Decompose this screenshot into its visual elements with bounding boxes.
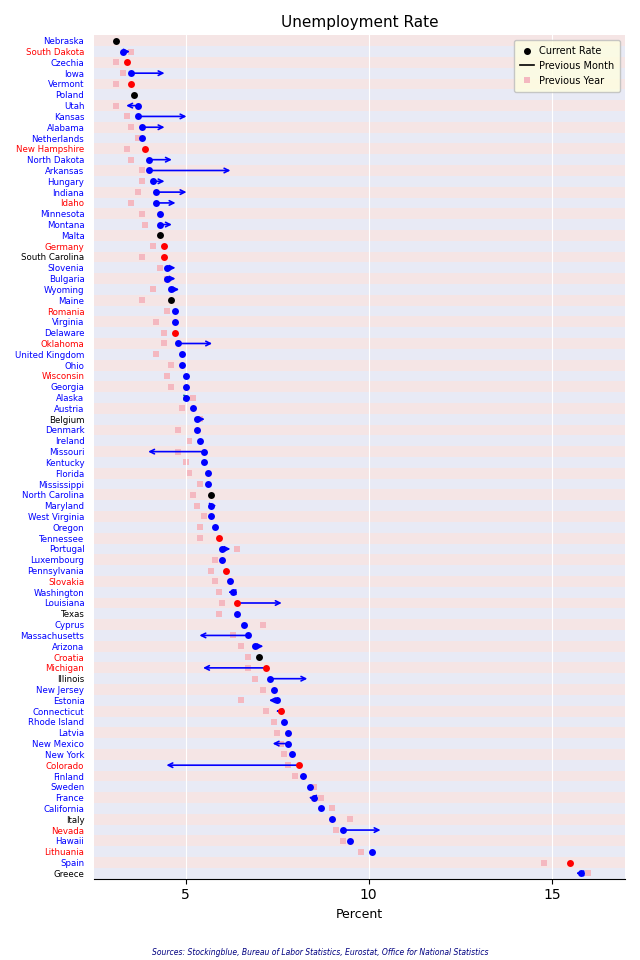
Bar: [94, 338, 625, 348]
Bar: [94, 348, 625, 360]
Bar: [94, 652, 625, 662]
Bar: [94, 511, 625, 522]
Bar: [94, 673, 625, 684]
Bar: [94, 143, 625, 155]
Bar: [94, 360, 625, 371]
Bar: [94, 392, 625, 403]
Bar: [94, 814, 625, 825]
Bar: [94, 111, 625, 122]
Bar: [94, 641, 625, 652]
Bar: [94, 262, 625, 274]
Bar: [94, 165, 625, 176]
Bar: [94, 716, 625, 728]
Bar: [94, 554, 625, 565]
Bar: [94, 543, 625, 554]
Bar: [94, 295, 625, 305]
Bar: [94, 327, 625, 338]
Bar: [94, 695, 625, 706]
Bar: [94, 533, 625, 543]
Bar: [94, 792, 625, 803]
Bar: [94, 597, 625, 609]
Bar: [94, 565, 625, 576]
Bar: [94, 825, 625, 835]
Bar: [94, 706, 625, 716]
Bar: [94, 230, 625, 241]
Bar: [94, 155, 625, 165]
Bar: [94, 36, 625, 46]
Legend: Current Rate, Previous Month, Previous Year: Current Rate, Previous Month, Previous Y…: [514, 40, 620, 91]
Bar: [94, 317, 625, 327]
Bar: [94, 79, 625, 89]
Bar: [94, 436, 625, 446]
Bar: [94, 208, 625, 219]
Bar: [94, 771, 625, 781]
Bar: [94, 835, 625, 847]
Bar: [94, 284, 625, 295]
Bar: [94, 781, 625, 792]
Bar: [94, 868, 625, 878]
Text: Sources: Stockingblue, Bureau of Labor Statistics, Eurostat, Office for National: Sources: Stockingblue, Bureau of Labor S…: [152, 948, 488, 957]
Bar: [94, 468, 625, 479]
Bar: [94, 609, 625, 619]
Bar: [94, 252, 625, 262]
Bar: [94, 414, 625, 424]
Bar: [94, 684, 625, 695]
Bar: [94, 122, 625, 132]
Bar: [94, 728, 625, 738]
Bar: [94, 241, 625, 252]
Bar: [94, 132, 625, 143]
Bar: [94, 630, 625, 641]
Bar: [94, 619, 625, 630]
Bar: [94, 381, 625, 392]
Bar: [94, 219, 625, 230]
Bar: [94, 46, 625, 57]
Bar: [94, 305, 625, 317]
Bar: [94, 500, 625, 511]
X-axis label: Percent: Percent: [336, 908, 383, 921]
Bar: [94, 371, 625, 381]
Bar: [94, 738, 625, 749]
Bar: [94, 490, 625, 500]
Bar: [94, 576, 625, 587]
Bar: [94, 857, 625, 868]
Bar: [94, 274, 625, 284]
Bar: [94, 803, 625, 814]
Title: Unemployment Rate: Unemployment Rate: [281, 15, 438, 30]
Bar: [94, 198, 625, 208]
Bar: [94, 749, 625, 759]
Bar: [94, 100, 625, 111]
Bar: [94, 587, 625, 597]
Bar: [94, 662, 625, 673]
Bar: [94, 522, 625, 533]
Bar: [94, 847, 625, 857]
Bar: [94, 479, 625, 490]
Bar: [94, 403, 625, 414]
Bar: [94, 759, 625, 771]
Bar: [94, 446, 625, 457]
Bar: [94, 57, 625, 68]
Bar: [94, 89, 625, 100]
Bar: [94, 186, 625, 198]
Bar: [94, 176, 625, 186]
Bar: [94, 457, 625, 468]
Bar: [94, 68, 625, 79]
Bar: [94, 424, 625, 436]
